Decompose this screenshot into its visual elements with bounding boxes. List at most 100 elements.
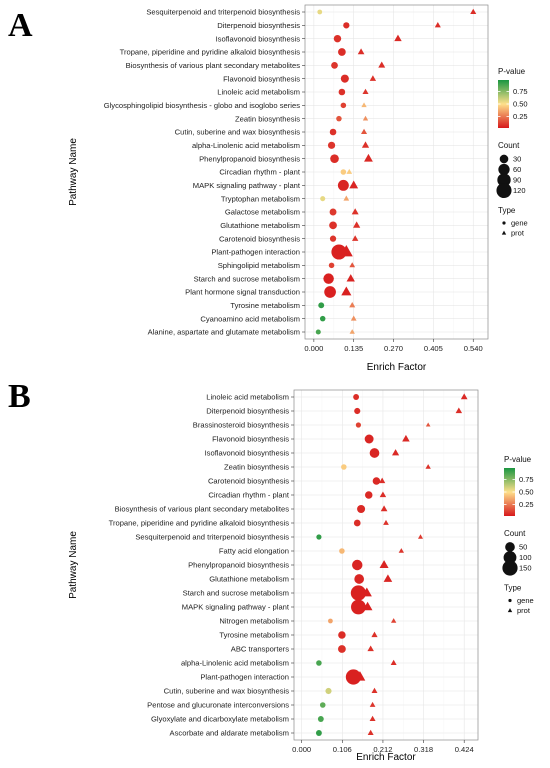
prot-point-phenylpropanoid-biosynthesis (379, 560, 389, 569)
prot-point-circadian-rhythm-plant (346, 168, 353, 174)
pvalue-tick-label: 0.25 (519, 500, 534, 509)
y-tick-label-diterpenoid-biosynthesis: Diterpenoid biosynthesis (206, 407, 289, 416)
x-axis-title: Enrich Factor (356, 752, 416, 763)
gene-point-phenylpropanoid-biosynthesis (330, 154, 339, 163)
prot-point-plant-hormone-signal-transduction (341, 286, 352, 296)
y-tick-label-tryptophan-metabolism: Tryptophan metabolism (221, 194, 300, 203)
y-tick-label-cutin-suberine-and-wax-biosynthesis: Cutin, suberine and wax biosynthesis (164, 687, 290, 696)
x-axis-title: Enrich Factor (367, 362, 427, 373)
prot-point-tyrosine-metabolism (371, 631, 378, 638)
prot-point-zeatin-biosynthesis (362, 115, 369, 121)
gene-point-isoflavonoid-biosynthesis (369, 448, 380, 458)
prot-point-tropane-piperidine-and-pyridine-alkaloid-biosynthesis (357, 48, 365, 55)
prot-point-tropane-piperidine-and-pyridine-alkaloid-biosynthesis (383, 519, 389, 525)
type-legend-prot-label: prot (517, 606, 531, 615)
y-tick-label-zeatin-biosynthesis: Zeatin biosynthesis (235, 114, 300, 123)
y-tick-label-cutin-suberine-and-wax-biosynthesis: Cutin, suberine and wax biosynthesis (175, 128, 301, 137)
gene-point-galactose-metabolism (329, 208, 337, 216)
prot-point-diterpenoid-biosynthesis (455, 407, 463, 414)
y-tick-label-abc-transporters: ABC transporters (231, 645, 289, 654)
y-tick-label-biosynthesis-of-various-plant-secondary-metabolites: Biosynthesis of various plant secondary … (115, 505, 290, 514)
count-legend-dot (496, 182, 512, 199)
gene-point-plant-pathogen-interaction (345, 669, 362, 685)
y-tick-label-tyrosine-metabolism: Tyrosine metabolism (230, 301, 300, 310)
y-tick-label-circadian-rhythm-plant: Circadian rhythm - plant (219, 168, 300, 177)
x-tick-label: 0.135 (344, 344, 363, 353)
gene-point-tropane-piperidine-and-pyridine-alkaloid-biosynthesis (353, 519, 361, 527)
gene-point-sesquiterpenoid-and-triterpenoid-biosynthesis (317, 9, 323, 15)
type-legend-prot-label: prot (511, 229, 525, 238)
y-tick-label-tropane-piperidine-and-pyridine-alkaloid-biosynthesis: Tropane, piperidine and pyridine alkaloi… (120, 48, 301, 57)
y-tick-label-linoleic-acid-metabolism: Linoleic acid metabolism (206, 393, 289, 402)
gene-point-ascorbate-and-aldarate-metabolism (315, 730, 322, 736)
gene-point-pentose-and-glucuronate-interconversions (319, 702, 326, 708)
y-tick-label-isoflavonoid-biosynthesis: Isoflavonoid biosynthesis (216, 34, 301, 43)
prot-point-glutathione-metabolism (353, 221, 361, 228)
gene-point-tryptophan-metabolism (320, 196, 326, 202)
prot-point-alanine-aspartate-and-glutamate-metabolism (349, 329, 355, 334)
y-tick-label-starch-and-sucrose-metabolism: Starch and sucrose metabolism (194, 274, 300, 283)
prot-point-diterpenoid-biosynthesis (434, 22, 441, 28)
x-tick-label: 0.212 (373, 745, 392, 754)
gene-point-carotenoid-biosynthesis (372, 477, 381, 485)
y-tick-label-pentose-and-glucuronate-interconversions: Pentose and glucuronate interconversions (147, 701, 289, 710)
y-tick-label-tyrosine-metabolism: Tyrosine metabolism (219, 631, 289, 640)
gene-point-flavonoid-biosynthesis (364, 434, 374, 444)
gene-point-linoleic-acid-metabolism (353, 394, 360, 400)
gene-point-carotenoid-biosynthesis (329, 235, 337, 242)
y-tick-label-glycosphingolipid-biosynthesis-globo-and-isoglobo-series: Glycosphingolipid biosynthesis - globo a… (104, 101, 300, 110)
pvalue-tick-label: 0.75 (513, 87, 528, 96)
x-tick-label: 0.424 (455, 745, 474, 754)
count-legend-label: 30 (513, 155, 521, 164)
prot-point-glutathione-metabolism (383, 574, 393, 582)
y-tick-label-brassinosteroid-biosynthesis: Brassinosteroid biosynthesis (193, 421, 289, 430)
count-legend-dot (499, 154, 509, 164)
y-tick-label-circadian-rhythm-plant: Circadian rhythm - plant (208, 491, 289, 500)
y-tick-label-glutathione-metabolism: Glutathione metabolism (209, 575, 289, 584)
gene-point-mapk-signaling-pathway-plant (337, 179, 349, 191)
prot-point-alpha-linolenic-acid-metabolism (361, 141, 370, 148)
prot-point-sesquiterpenoid-and-triterpenoid-biosynthesis (417, 534, 424, 539)
gene-point-circadian-rhythm-plant (364, 491, 373, 499)
type-legend-prot-marker (501, 230, 507, 235)
gene-point-cutin-suberine-and-wax-biosynthesis (325, 687, 332, 695)
y-tick-label-carotenoid-biosynthesis: Carotenoid biosynthesis (208, 477, 289, 486)
y-tick-label-phenylpropanoid-biosynthesis: Phenylpropanoid biosynthesis (188, 561, 289, 570)
gene-point-zeatin-biosynthesis (336, 115, 342, 122)
gene-point-cyanoamino-acid-metabolism (319, 315, 326, 322)
y-tick-label-phenylpropanoid-biosynthesis: Phenylpropanoid biosynthesis (199, 154, 300, 163)
y-tick-label-flavonoid-biosynthesis: Flavonoid biosynthesis (223, 74, 300, 83)
gene-point-tyrosine-metabolism (318, 302, 325, 309)
gene-point-plant-pathogen-interaction (331, 244, 347, 260)
data-points (315, 8, 477, 335)
gene-point-flavonoid-biosynthesis (340, 74, 349, 83)
prot-point-cutin-suberine-and-wax-biosynthesis (371, 687, 378, 694)
prot-point-ascorbate-and-aldarate-metabolism (367, 729, 374, 736)
y-tick-label-alpha-linolenic-acid-metabolism: alpha-Linolenic acid metabolism (181, 659, 289, 668)
data-points (315, 393, 468, 736)
y-tick-label-carotenoid-biosynthesis: Carotenoid biosynthesis (219, 234, 300, 243)
y-tick-label-nitrogen-metabolism: Nitrogen metabolism (219, 617, 289, 626)
prot-point-glyoxylate-and-dicarboxylate-metabolism (369, 715, 376, 722)
gene-point-glutathione-metabolism (329, 221, 337, 230)
y-tick-label-zeatin-biosynthesis: Zeatin biosynthesis (224, 463, 289, 472)
prot-point-isoflavonoid-biosynthesis (392, 449, 400, 456)
pvalue-tick-label: 0.75 (519, 475, 534, 484)
prot-point-carotenoid-biosynthesis (351, 235, 359, 241)
prot-point-biosynthesis-of-various-plant-secondary-metabolites (378, 61, 386, 68)
gene-point-abc-transporters (338, 645, 346, 653)
gene-point-glutathione-metabolism (354, 574, 365, 584)
type-legend-gene-label: gene (517, 596, 534, 605)
pvalue-tick-label: 0.25 (513, 112, 528, 121)
prot-point-biosynthesis-of-various-plant-secondary-metabolites (380, 505, 388, 512)
prot-point-sesquiterpenoid-and-triterpenoid-biosynthesis (470, 8, 477, 15)
gene-point-cutin-suberine-and-wax-biosynthesis (329, 128, 337, 136)
y-tick-label-tropane-piperidine-and-pyridine-alkaloid-biosynthesis: Tropane, piperidine and pyridine alkaloi… (109, 519, 290, 528)
gene-point-fatty-acid-elongation (339, 548, 345, 554)
prot-point-linoleic-acid-metabolism (362, 88, 369, 95)
gene-point-alpha-linolenic-acid-metabolism (316, 660, 322, 666)
count-legend-label: 50 (519, 543, 527, 552)
prot-point-isoflavonoid-biosynthesis (394, 34, 402, 42)
type-legend-prot-marker (507, 608, 513, 613)
